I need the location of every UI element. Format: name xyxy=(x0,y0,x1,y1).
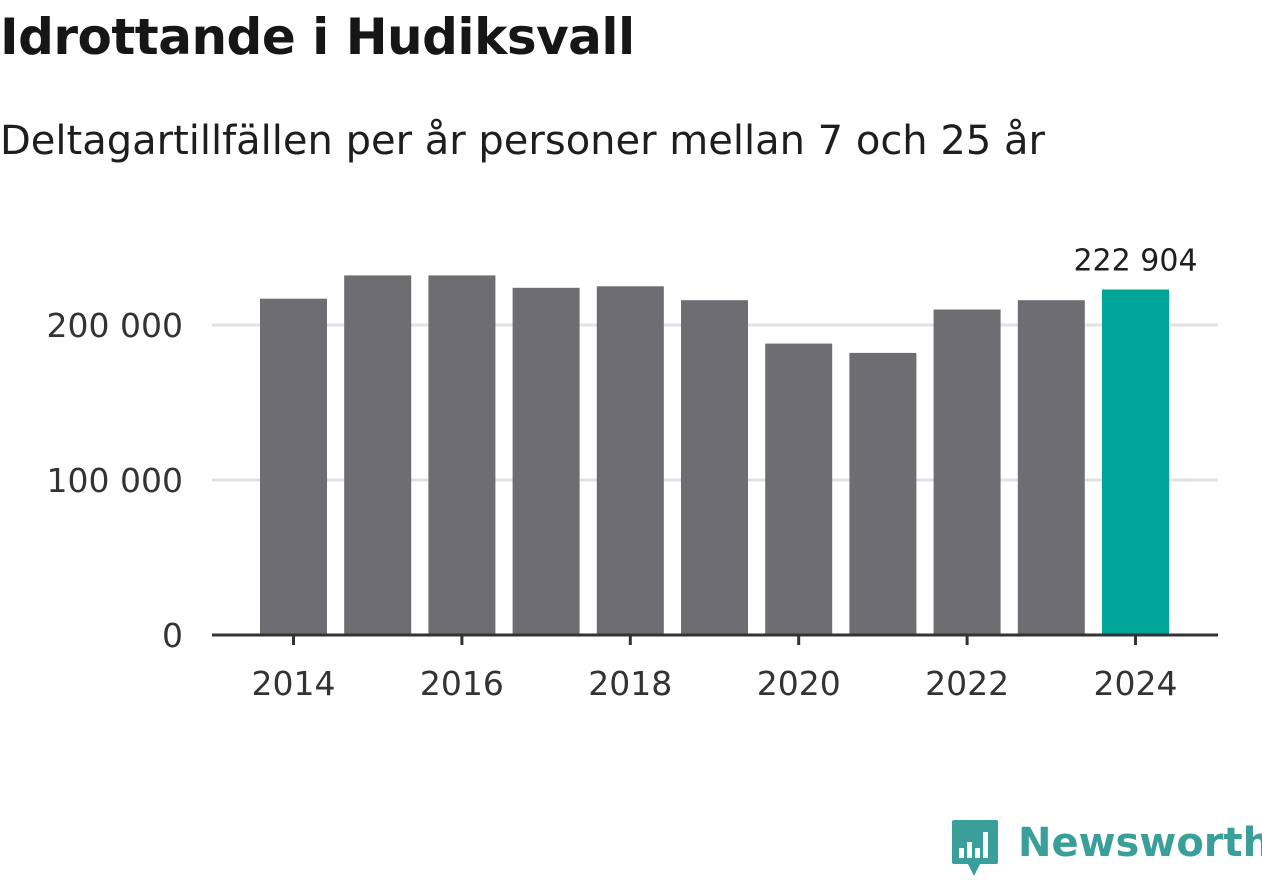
bar-2019 xyxy=(681,300,748,635)
bar-2020 xyxy=(765,343,833,635)
x-tick-label: 2018 xyxy=(588,664,672,703)
newsworthy-logo: Newsworthy xyxy=(950,818,1262,880)
bar-2017 xyxy=(512,287,580,635)
bar-2015 xyxy=(344,275,412,635)
newsworthy-logo-text: Newsworthy xyxy=(1018,820,1262,866)
data-label-2024: 222 904 xyxy=(1073,243,1197,278)
x-tick-label: 2020 xyxy=(757,664,841,703)
y-tick-label: 100 000 xyxy=(47,461,183,500)
bar-2023 xyxy=(1017,300,1085,635)
x-tick-label: 2014 xyxy=(252,664,336,703)
x-tick-label: 2022 xyxy=(925,664,1009,703)
x-axis-labels: 2014 2016 2018 2020 2022 2024 xyxy=(252,635,1178,703)
bars xyxy=(260,275,1169,636)
chart-title: Idrottande i Hudiksvall xyxy=(0,8,635,66)
y-axis-labels: 0 100 000 200 000 xyxy=(47,306,183,655)
y-tick-label: 200 000 xyxy=(47,306,183,345)
newsworthy-bar-chart-icon xyxy=(952,820,998,876)
y-tick-label: 0 xyxy=(162,616,183,655)
bar-2022 xyxy=(933,309,1001,635)
bar-2024 xyxy=(1102,289,1169,635)
chart-subtitle: Deltagartillfällen per år personer mella… xyxy=(0,118,1045,164)
bar-2018 xyxy=(596,286,664,636)
bar-2021 xyxy=(849,352,917,635)
data-labels: 222 904 xyxy=(1073,243,1197,278)
bar-2014 xyxy=(260,298,327,635)
x-tick-label: 2024 xyxy=(1094,664,1178,703)
x-tick-label: 2016 xyxy=(420,664,504,703)
bar-2016 xyxy=(428,275,496,635)
